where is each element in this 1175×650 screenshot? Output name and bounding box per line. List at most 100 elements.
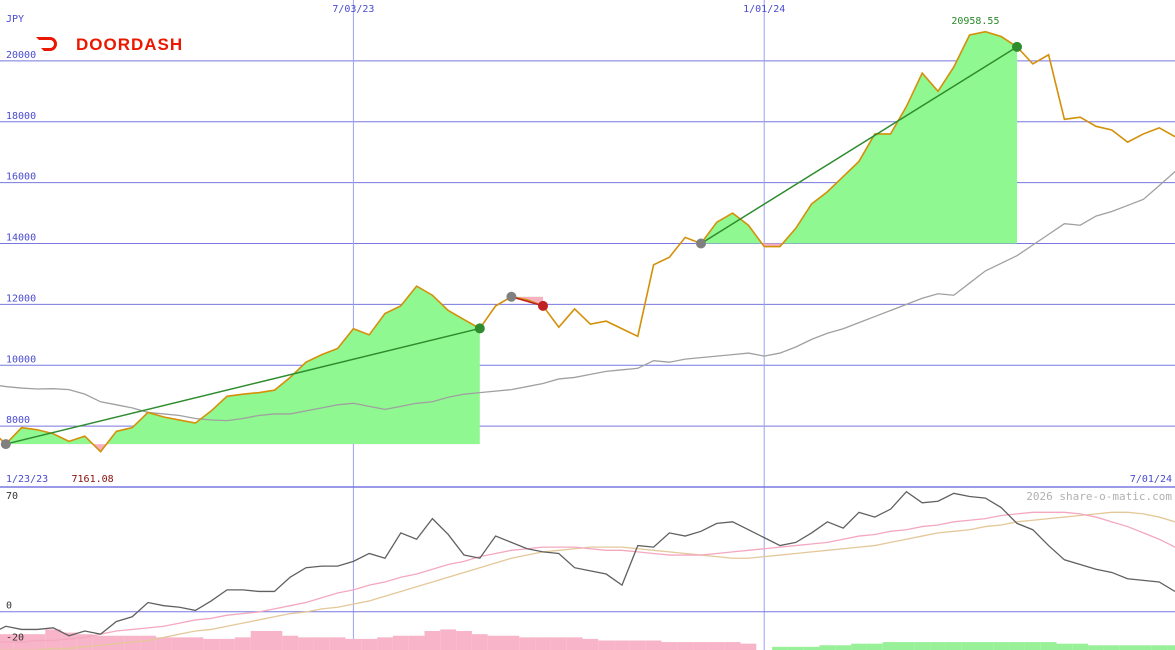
histogram-bar: [377, 637, 393, 650]
y-tick-label: 20000: [6, 50, 36, 61]
histogram-bar: [29, 634, 46, 650]
trend-line: [5, 327, 480, 445]
histogram-bar: [424, 631, 441, 650]
histogram-bar: [140, 635, 156, 650]
trend-fill-below: [5, 444, 480, 452]
histogram-bar: [1009, 642, 1025, 650]
histogram-bar: [1103, 645, 1120, 650]
x-tick-label: 7/01/24: [1130, 474, 1172, 485]
histogram-bar: [977, 642, 994, 650]
histogram-bar: [345, 638, 362, 650]
histogram-bar: [724, 642, 741, 650]
histogram-bar: [835, 645, 852, 650]
watermark: 2026 share-o-matic.com: [1026, 490, 1172, 503]
histogram-bar: [234, 637, 251, 650]
histogram-bar: [203, 638, 220, 650]
histogram-bar: [92, 635, 109, 650]
min-label: 7161.08: [72, 474, 114, 485]
histogram-bar: [740, 643, 757, 650]
histogram-bar: [866, 643, 883, 650]
price-line: [0, 171, 1175, 422]
histogram-bar: [582, 638, 599, 650]
histogram-bar: [392, 635, 409, 650]
x-tick-label: 7/03/23: [332, 4, 374, 15]
histogram-bar: [1135, 645, 1152, 650]
y-tick-label: 10000: [6, 354, 36, 365]
trend-fill-above: [701, 31, 1017, 244]
histogram-bar: [440, 629, 457, 650]
histogram-bar: [61, 632, 77, 650]
histogram-bar: [1088, 645, 1104, 650]
histogram-bar: [708, 642, 725, 650]
histogram-bar: [1151, 645, 1168, 650]
histogram-bar: [614, 640, 630, 650]
histogram-bar: [566, 637, 583, 650]
histogram-bar: [456, 631, 472, 650]
y-tick-label: 0: [6, 601, 12, 612]
histogram-bar: [187, 637, 204, 650]
histogram-bar: [898, 642, 915, 650]
histogram-bar: [1024, 642, 1041, 650]
trend-start: [0, 439, 11, 450]
histogram-bar: [519, 637, 536, 650]
trend-end: [1012, 41, 1022, 52]
histogram-bar: [1040, 642, 1057, 650]
trend-line: [700, 46, 1018, 245]
brand-name: DOORDASH: [76, 35, 183, 54]
y-tick-label: 18000: [6, 111, 36, 122]
histogram-bar: [993, 642, 1010, 650]
histogram-bar: [598, 640, 615, 650]
y-tick-label: -20: [6, 632, 24, 643]
histogram-bar: [313, 637, 330, 650]
indicator-line: [0, 490, 1175, 637]
histogram-bar: [108, 635, 125, 650]
histogram-bar: [503, 635, 520, 650]
trend-fill-below: [511, 296, 543, 306]
trend-end: [538, 300, 548, 311]
histogram-bar: [1119, 645, 1136, 650]
histogram-bar: [266, 631, 283, 650]
trend-start: [506, 291, 517, 302]
histogram-bar: [882, 642, 899, 650]
histogram-bar: [930, 642, 946, 650]
histogram-bar: [329, 637, 346, 650]
histogram-bar: [851, 643, 867, 650]
histogram-bar: [408, 635, 425, 650]
currency-label: JPY: [6, 14, 24, 25]
trend-line: [511, 296, 544, 307]
histogram-bar: [945, 642, 962, 650]
histogram-bar: [1056, 643, 1073, 650]
y-tick-label: 70: [6, 491, 18, 502]
histogram-bar: [219, 638, 235, 650]
histogram-bar: [550, 637, 567, 650]
logo-icon: [36, 37, 57, 51]
y-tick-label: 8000: [6, 415, 30, 426]
y-tick-label: 12000: [6, 293, 36, 304]
histogram-bar: [155, 637, 172, 650]
histogram-bar: [361, 638, 378, 650]
histogram-bar: [1072, 643, 1089, 650]
histogram-bar: [45, 629, 62, 650]
y-tick-label: 16000: [6, 172, 36, 183]
histogram-bar: [250, 631, 267, 650]
histogram-bar: [661, 642, 678, 650]
histogram-bar: [787, 646, 804, 650]
max-label: 20958.55: [951, 16, 999, 27]
histogram-bar: [677, 642, 694, 650]
histogram-bar: [803, 646, 820, 650]
histogram-bar: [282, 635, 299, 650]
histogram-bar: [645, 640, 662, 650]
histogram-bar: [124, 635, 141, 650]
histogram-bar: [961, 642, 978, 650]
indicator-line: [0, 511, 1175, 643]
histogram-bar: [914, 642, 931, 650]
trend-start: [696, 238, 706, 249]
histogram-bar: [171, 637, 188, 650]
histogram-bar: [693, 642, 709, 650]
histogram-bar: [487, 635, 504, 650]
histogram-bar: [772, 646, 788, 650]
histogram-bar: [298, 637, 314, 650]
histogram-bar: [471, 634, 488, 650]
histogram-bar: [629, 640, 646, 650]
